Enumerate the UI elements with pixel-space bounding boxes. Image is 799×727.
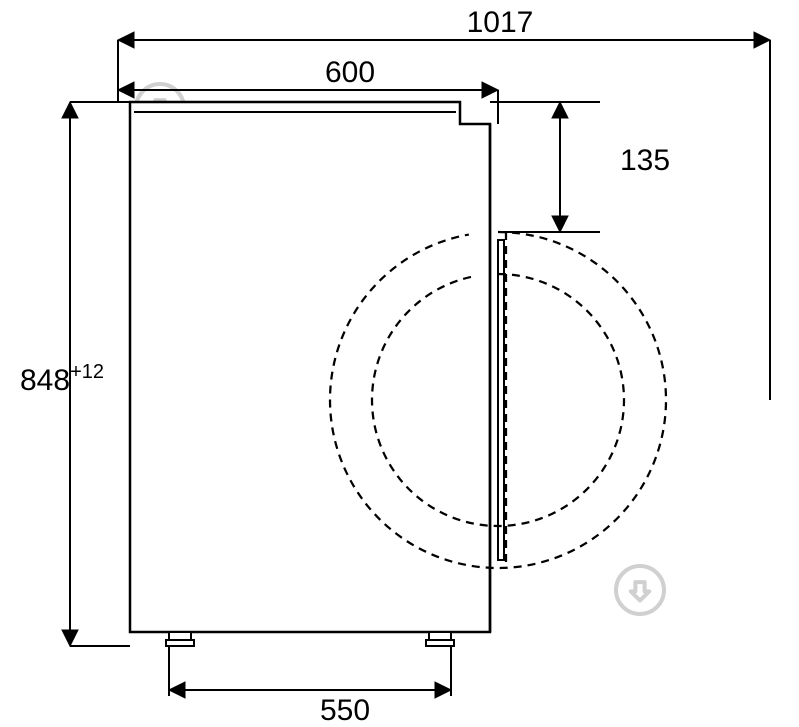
dim-total-width-label: 1017 [467,6,534,39]
dim-foot-width-label: 550 [320,694,370,727]
door-hinge-strip [498,240,504,560]
body-outline [130,102,490,632]
appliance-body [130,102,504,646]
dim-height-label: 848+12 [20,361,104,397]
foot-1 [426,632,454,646]
dim-height-tolerance: +12 [70,361,104,383]
foot-0 [166,632,194,646]
watermark-1 [616,566,664,614]
dim-body-width-label: 600 [325,56,375,89]
dim-hinge-drop-label: 135 [620,144,670,177]
